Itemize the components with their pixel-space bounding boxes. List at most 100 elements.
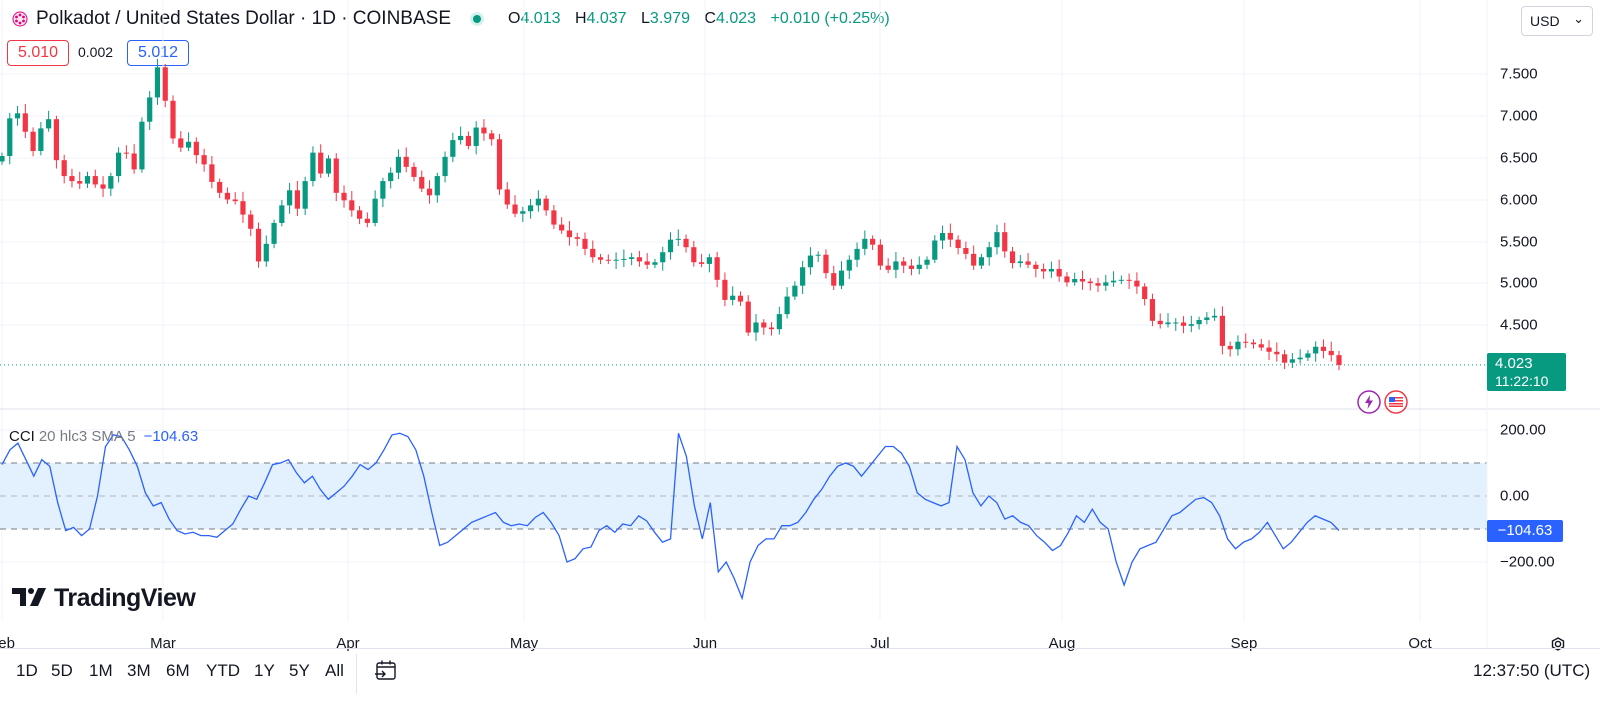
currency-select[interactable]: USD ⌄: [1521, 6, 1593, 36]
candle: [613, 252, 619, 269]
cci-legend[interactable]: CCI 20 hlc3 SMA 5 −104.63: [9, 428, 198, 445]
cci-value-label: −104.63: [1487, 520, 1563, 542]
candle: [870, 235, 876, 251]
candle: [30, 127, 36, 157]
range-1d[interactable]: 1D: [16, 661, 38, 680]
candle: [1281, 349, 1288, 370]
time-tick: Jul: [870, 635, 890, 652]
candle: [232, 192, 238, 205]
candle: [1243, 333, 1249, 348]
candle: [1142, 283, 1148, 306]
range-ytd[interactable]: YTD: [206, 661, 240, 680]
candle: [465, 131, 471, 150]
candle: [994, 224, 1000, 255]
time-tick: Feb: [0, 635, 15, 652]
candle: [1149, 293, 1156, 327]
candle: [885, 258, 891, 274]
candle: [481, 119, 487, 141]
candle: [356, 206, 363, 225]
candle: [1328, 341, 1334, 362]
candle: [1297, 349, 1303, 364]
range-1y[interactable]: 1Y: [254, 661, 275, 680]
range-5d[interactable]: 5D: [51, 661, 73, 680]
candle: [473, 121, 479, 155]
cci-tick: −200.00: [1500, 553, 1555, 571]
tradingview-logo-text[interactable]: TradingView: [54, 584, 196, 612]
candle: [947, 223, 953, 248]
candle: [691, 240, 697, 267]
price-tick: 5.000: [1500, 274, 1538, 292]
tradingview-logo-icon[interactable]: [12, 586, 48, 608]
symbol-title[interactable]: Polkadot / United States Dollar · 1D · C…: [36, 8, 451, 29]
candle: [100, 176, 106, 197]
range-5y[interactable]: 5Y: [289, 661, 310, 680]
lightning-event-icon[interactable]: [1357, 390, 1381, 414]
time-tick: Mar: [150, 635, 176, 652]
candle: [403, 147, 409, 173]
candle: [1064, 272, 1070, 287]
sell-price-button[interactable]: 5.010: [7, 40, 69, 66]
candle: [1134, 272, 1140, 294]
candle: [53, 115, 60, 169]
candle: [1025, 253, 1031, 269]
cci-legend-value: −104.63: [143, 428, 199, 445]
open-value: 4.013: [520, 10, 561, 27]
candle: [629, 252, 635, 266]
settings-gear-icon[interactable]: [1548, 634, 1568, 654]
candle: [698, 253, 705, 268]
candle: [325, 155, 332, 177]
candle: [582, 232, 588, 256]
range-3m[interactable]: 3M: [127, 661, 151, 680]
candle: [792, 281, 798, 300]
range-6m[interactable]: 6M: [166, 661, 190, 680]
candle: [784, 287, 790, 319]
utc-clock[interactable]: 12:37:50 (UTC): [1473, 661, 1591, 680]
candle: [862, 230, 868, 256]
candle: [185, 132, 192, 151]
candle: [411, 162, 417, 182]
candle: [815, 251, 821, 262]
cci-tick: 0.00: [1500, 487, 1530, 505]
candle: [590, 240, 596, 263]
candle: [901, 257, 907, 273]
us-flag-event-icon[interactable]: [1384, 390, 1408, 414]
low-label: L: [641, 10, 650, 27]
candle: [520, 206, 526, 223]
candle: [714, 251, 720, 288]
cci-tick: 200.00: [1500, 421, 1546, 439]
candle: [1103, 274, 1109, 292]
buy-price-button[interactable]: 5.012: [127, 40, 189, 66]
low-value: 3.979: [649, 10, 690, 27]
high-value: 4.037: [586, 10, 627, 27]
candle: [660, 246, 666, 271]
candle: [535, 190, 541, 212]
candle: [77, 171, 83, 189]
range-1m[interactable]: 1M: [89, 661, 113, 680]
candle: [1173, 318, 1179, 331]
candle: [84, 171, 91, 188]
candle: [1118, 275, 1124, 285]
candle: [450, 132, 456, 163]
candle: [551, 205, 557, 229]
candle: [908, 259, 915, 276]
candle: [294, 180, 300, 217]
range-all[interactable]: All: [325, 661, 344, 680]
candle: [248, 210, 254, 237]
candle: [1110, 271, 1117, 287]
candle: [831, 265, 837, 291]
candle: [333, 153, 339, 202]
change-value: +0.010 (+0.25%): [770, 10, 890, 27]
candle: [1056, 259, 1062, 282]
candle: [1126, 273, 1132, 290]
candle: [240, 191, 246, 223]
candle: [61, 154, 67, 184]
go-to-date-calendar-icon[interactable]: [374, 658, 398, 682]
candle: [1188, 315, 1194, 333]
candle: [287, 182, 293, 214]
cci-line-layer: [1, 432, 1340, 601]
candle: [341, 185, 347, 208]
price-tick: 6.000: [1500, 191, 1538, 209]
chevron-down-icon: ⌄: [1573, 11, 1584, 26]
candle: [504, 182, 510, 209]
